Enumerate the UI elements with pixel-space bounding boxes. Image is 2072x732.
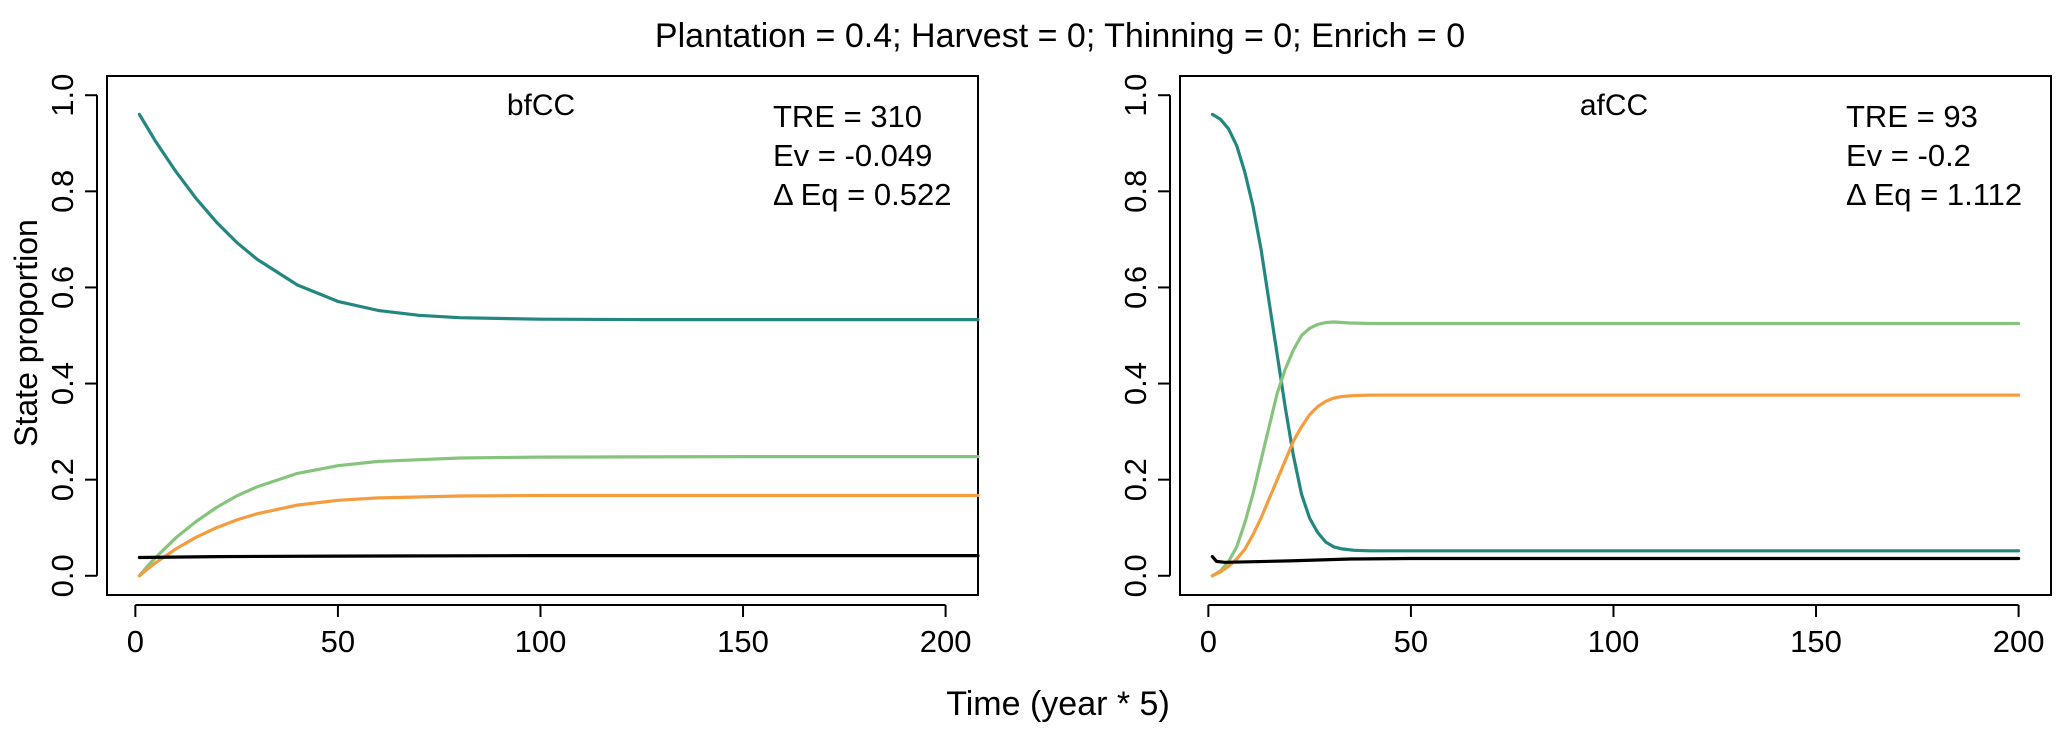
y-tick-label: 0.4	[1118, 362, 1153, 405]
panel-afcc: afCC TRE = 93 Ev = -0.2 Δ Eq = 1.112 0 50…	[1118, 74, 2052, 659]
x-axis: 0 50 100 150 200	[127, 604, 972, 659]
panel-bfcc: bfCC TRE = 310 Ev = -0.049 Δ Eq = 0.522 …	[45, 74, 980, 659]
y-tick-label: 0.8	[1118, 170, 1153, 213]
tre-annotation: TRE = 310	[773, 99, 922, 134]
x-tick-label: 50	[1394, 624, 1428, 659]
y-tick-label: 0.0	[1118, 554, 1153, 597]
y-tick-label: 0.4	[45, 362, 80, 405]
panel-title: afCC	[1580, 89, 1648, 122]
tre-annotation: TRE = 93	[1846, 99, 1978, 134]
y-tick-label: 0.6	[45, 266, 80, 309]
series-line-green	[1210, 320, 2021, 578]
x-tick-label: 200	[1993, 624, 2045, 659]
x-tick-label: 100	[1588, 624, 1640, 659]
x-tick-label: 100	[515, 624, 567, 659]
x-axis-label: Time (year * 5)	[946, 685, 1170, 723]
delta-eq-annotation: Δ Eq = 0.522	[773, 177, 951, 212]
series-line-black	[1210, 555, 2021, 564]
ev-annotation: Ev = -0.2	[1846, 138, 1971, 173]
plot-frame	[1179, 75, 2052, 596]
x-tick-label: 0	[127, 624, 144, 659]
series-line-green	[137, 455, 980, 578]
series-line-teal	[137, 112, 980, 322]
y-tick-label: 0.2	[45, 458, 80, 501]
figure-title: Plantation = 0.4; Harvest = 0; Thinning …	[655, 17, 1465, 55]
y-tick-label: 0.2	[1118, 458, 1153, 501]
y-axis-label: State proportion	[8, 219, 44, 447]
series-line-teal	[1210, 112, 2021, 553]
y-axis: 0.0 0.2 0.4 0.6 0.8 1.0	[45, 74, 98, 597]
series-line-orange	[1210, 393, 2021, 578]
ev-annotation: Ev = -0.049	[773, 138, 932, 173]
y-tick-label: 1.0	[1118, 74, 1153, 117]
y-tick-label: 0.6	[1118, 266, 1153, 309]
y-axis: 0.0 0.2 0.4 0.6 0.8 1.0	[1118, 74, 1171, 597]
x-tick-label: 0	[1200, 624, 1217, 659]
x-tick-label: 200	[920, 624, 972, 659]
x-tick-label: 50	[321, 624, 355, 659]
series-line-orange	[137, 493, 980, 578]
y-tick-label: 1.0	[45, 74, 80, 117]
delta-eq-annotation: Δ Eq = 1.112	[1846, 177, 2022, 212]
series-line-black	[137, 554, 980, 560]
plot-frame	[106, 75, 979, 596]
x-tick-label: 150	[1790, 624, 1842, 659]
panel-title: bfCC	[507, 89, 575, 122]
x-tick-label: 150	[717, 624, 769, 659]
y-tick-label: 0.8	[45, 170, 80, 213]
x-axis: 0 50 100 150 200	[1200, 604, 2045, 659]
y-tick-label: 0.0	[45, 554, 80, 597]
